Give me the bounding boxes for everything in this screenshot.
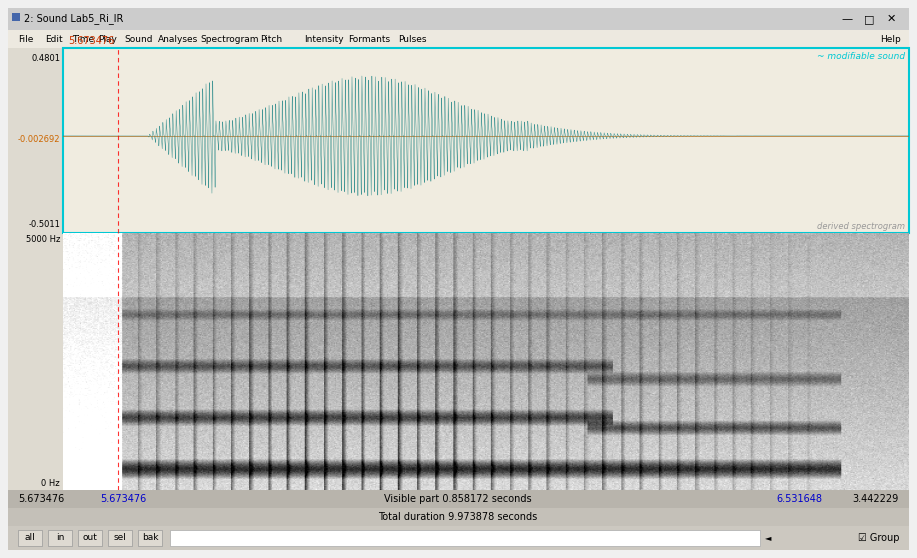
Bar	[48, 530, 72, 546]
Bar	[8, 526, 909, 550]
Text: sel: sel	[114, 533, 127, 542]
Text: —: —	[842, 14, 853, 24]
Bar	[130, 256, 278, 300]
Text: ☑ Group: ☑ Group	[857, 533, 899, 543]
Text: ~ modifiable sound: ~ modifiable sound	[817, 52, 905, 61]
Bar	[12, 13, 20, 21]
Text: Time: Time	[72, 35, 94, 44]
Text: 5.673476: 5.673476	[100, 494, 146, 504]
Text: 0.4801: 0.4801	[31, 54, 60, 63]
Text: Sound: Sound	[124, 35, 152, 44]
Bar	[8, 508, 909, 526]
Text: 2: Sound Lab5_Ri_lR: 2: Sound Lab5_Ri_lR	[24, 13, 124, 25]
Text: Spectrogram: Spectrogram	[200, 35, 259, 44]
Bar	[63, 48, 909, 233]
Text: in: in	[56, 533, 64, 542]
Text: Play: Play	[98, 35, 116, 44]
Text: Formants: Formants	[348, 35, 390, 44]
Text: The point at which the formants
stabilize in the following liquid: The point at which the formants stabiliz…	[625, 324, 793, 346]
Bar	[18, 530, 42, 546]
Text: 0 Hz: 0 Hz	[41, 479, 60, 488]
Text: -0.5011: -0.5011	[28, 220, 60, 229]
Text: Visible part 0.858172 seconds: Visible part 0.858172 seconds	[384, 494, 532, 504]
Text: 6.531648: 6.531648	[776, 494, 822, 504]
Text: File: File	[18, 35, 33, 44]
Text: all: all	[25, 533, 36, 542]
Text: Edit: Edit	[45, 35, 62, 44]
Text: Pulses: Pulses	[398, 35, 426, 44]
Bar	[8, 48, 63, 490]
Text: out: out	[83, 533, 97, 542]
Text: 3.442229: 3.442229	[853, 494, 899, 504]
Text: Total duration 9.973878 seconds: Total duration 9.973878 seconds	[379, 512, 537, 522]
Bar	[8, 8, 909, 30]
Text: ◄: ◄	[765, 533, 771, 542]
Bar	[78, 530, 102, 546]
Text: Intensity: Intensity	[304, 35, 344, 44]
Text: 5000 Hz: 5000 Hz	[26, 235, 60, 244]
Text: The beginning of
the V-L transition: The beginning of the V-L transition	[160, 267, 249, 289]
Bar	[600, 310, 818, 360]
Bar	[138, 530, 162, 546]
Bar	[108, 530, 132, 546]
Text: bak: bak	[142, 533, 159, 542]
Text: -0.002692: -0.002692	[17, 136, 60, 145]
Text: ✕: ✕	[887, 14, 896, 24]
Bar	[8, 490, 909, 508]
Bar	[8, 48, 909, 490]
Text: 5.673476: 5.673476	[18, 494, 64, 504]
Text: □: □	[864, 14, 874, 24]
Text: Pitch: Pitch	[260, 35, 282, 44]
Bar	[170, 530, 760, 546]
Bar	[8, 30, 909, 48]
Text: derived spectrogram: derived spectrogram	[817, 222, 905, 231]
Bar	[63, 233, 909, 490]
Text: Help: Help	[880, 35, 901, 44]
Text: Analyses: Analyses	[158, 35, 198, 44]
Text: 5.673476: 5.673476	[68, 36, 115, 46]
